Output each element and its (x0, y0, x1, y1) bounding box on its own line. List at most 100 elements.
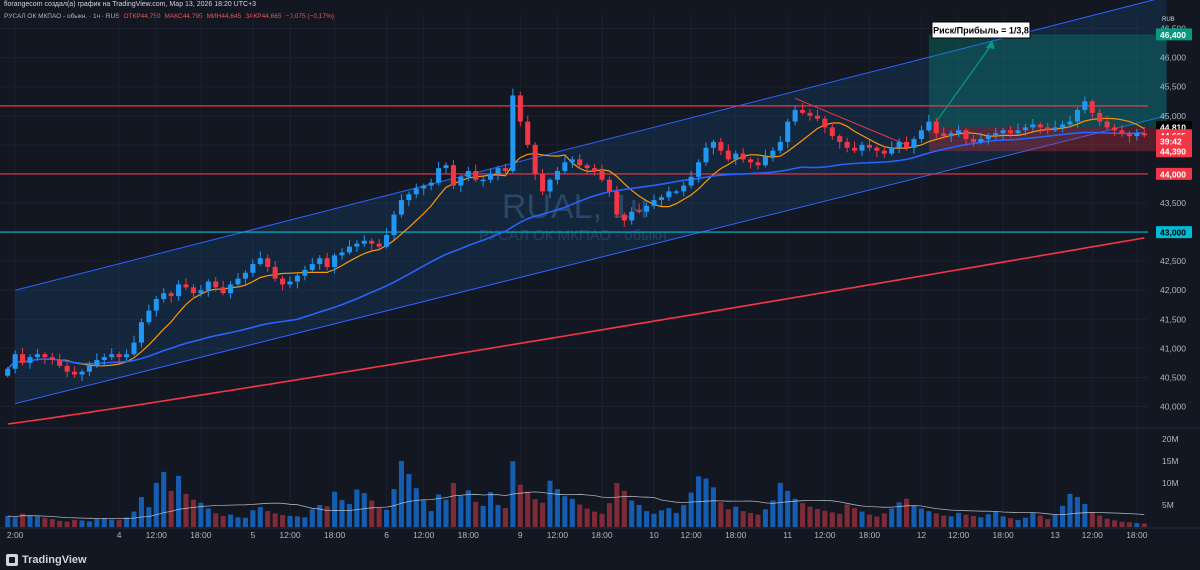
volume-bar (748, 512, 754, 527)
candle-body (153, 298, 159, 311)
volume-bar (725, 509, 731, 527)
time-tick-label: 18:00 (190, 530, 212, 540)
legend-change: −0,075 (−0,17%) (285, 13, 334, 20)
volume-bar (1060, 505, 1066, 527)
volume-bar (577, 504, 583, 527)
candle-body (42, 354, 48, 358)
candle-body (792, 109, 798, 122)
time-tick-label: 18:00 (324, 530, 346, 540)
candle-body (1126, 133, 1132, 137)
price-label-level_red[interactable] (1156, 167, 1192, 180)
price-tick-label: 45,500 (1160, 82, 1186, 92)
candle-body (354, 243, 360, 247)
volume-tick-label: 15M (1162, 456, 1179, 466)
volume-bar (138, 497, 144, 527)
horizontal-levels[interactable] (0, 97, 1148, 233)
volume-bar (332, 491, 338, 527)
time-tick-label: 12:00 (547, 530, 569, 540)
target-arrow-head (986, 40, 995, 49)
currency-label[interactable]: RUB (1162, 17, 1175, 23)
candle-body (636, 210, 642, 212)
candle-body (1030, 124, 1036, 128)
candle-body (859, 144, 865, 151)
volume-bar (1030, 512, 1036, 527)
candle-body (309, 264, 315, 270)
legend-open: ОТКР44,750 (123, 13, 161, 20)
price-tick-label: 42,500 (1160, 256, 1186, 266)
price-label-stop[interactable] (1156, 145, 1192, 158)
price-tick-label: 41,500 (1160, 314, 1186, 324)
candle-body (889, 147, 895, 154)
candle-body (228, 284, 234, 294)
candle-body (1015, 130, 1021, 134)
price-tick-label: 40,500 (1160, 372, 1186, 382)
risk-reward-label-box[interactable] (931, 21, 1031, 39)
target-zone[interactable] (928, 34, 1167, 127)
volume-bar (658, 510, 664, 527)
volume-bar (703, 478, 709, 527)
volume-bar (361, 493, 367, 527)
watermark-name: РУСАЛ ОК МКПАО - обыкн. (479, 227, 671, 244)
candle-body (696, 162, 702, 177)
price-label-last[interactable] (1156, 135, 1192, 148)
candle-body (272, 266, 278, 279)
candle-body (5, 368, 11, 376)
volume-bar (614, 482, 620, 527)
volume-bar (205, 508, 211, 527)
time-tick-label: 18:00 (725, 530, 747, 540)
channel-upper-line[interactable] (15, 0, 1166, 291)
candle-body (205, 281, 211, 291)
time-tick-label: 18:00 (591, 530, 613, 540)
time-tick-label: 13 (1050, 530, 1060, 540)
candle-body (532, 144, 538, 174)
candle-body (443, 165, 449, 169)
candle-body (317, 258, 323, 265)
candle-body (480, 179, 486, 182)
volume-bar (688, 492, 694, 527)
legend-symbol[interactable]: РУСАЛ ОК МКПАО - обыкн. · 1ч · RUS (4, 13, 120, 20)
candle-body (517, 95, 523, 122)
volume-bar (428, 511, 434, 527)
brand[interactable]: TradingView (6, 552, 87, 568)
candle-body (614, 191, 620, 215)
candle-body (302, 269, 308, 276)
volume-tick-label: 20M (1162, 434, 1179, 444)
candle-body (168, 293, 174, 297)
candle-body (131, 342, 137, 355)
price-tick-label: 40,000 (1160, 402, 1186, 412)
regression-channel[interactable] (15, 0, 1167, 405)
candle-body (1104, 121, 1110, 128)
volume-bar (933, 513, 939, 527)
volume-bar (480, 505, 486, 527)
volume-bar (280, 515, 286, 527)
annotations[interactable]: Риск/Прибыль = 1/3,8 (931, 21, 1031, 39)
time-tick-label: 2:00 (7, 530, 24, 540)
candle-body (94, 360, 100, 366)
volume-bar (651, 513, 657, 527)
candle-body (428, 182, 434, 186)
volume-bar (1134, 523, 1140, 527)
price-label-level_cyan[interactable] (1156, 226, 1192, 239)
volume-bar (532, 499, 538, 527)
volume-axis: 20M 15M 10M 5M (1162, 434, 1179, 510)
candlesticks (5, 88, 1147, 381)
channel-lower-line[interactable] (15, 115, 1167, 405)
candle-body (918, 130, 924, 140)
volume-bar (220, 515, 226, 527)
candle-body (904, 141, 910, 148)
volume-bar (124, 517, 130, 527)
trend-line[interactable] (794, 97, 907, 146)
price-axis[interactable]: 46,50046,00045,50045,00044,50044,00043,5… (1156, 24, 1192, 412)
price-label-target[interactable] (1156, 28, 1192, 41)
candle-body (213, 281, 219, 288)
price-tick-label: 41,000 (1160, 343, 1186, 353)
volume-bar (64, 521, 70, 527)
time-axis[interactable]: 2:00 4 12:00 18:00 5 12:00 18:00 6 12:00 18:00 9 12… (0, 527, 1200, 540)
candle-body (629, 211, 635, 221)
volume-bar (34, 516, 40, 527)
volume-bar (666, 508, 672, 527)
volume-bar (198, 502, 204, 527)
legend-high: МАКС44,795 (164, 13, 203, 20)
volume-bar (473, 501, 479, 527)
